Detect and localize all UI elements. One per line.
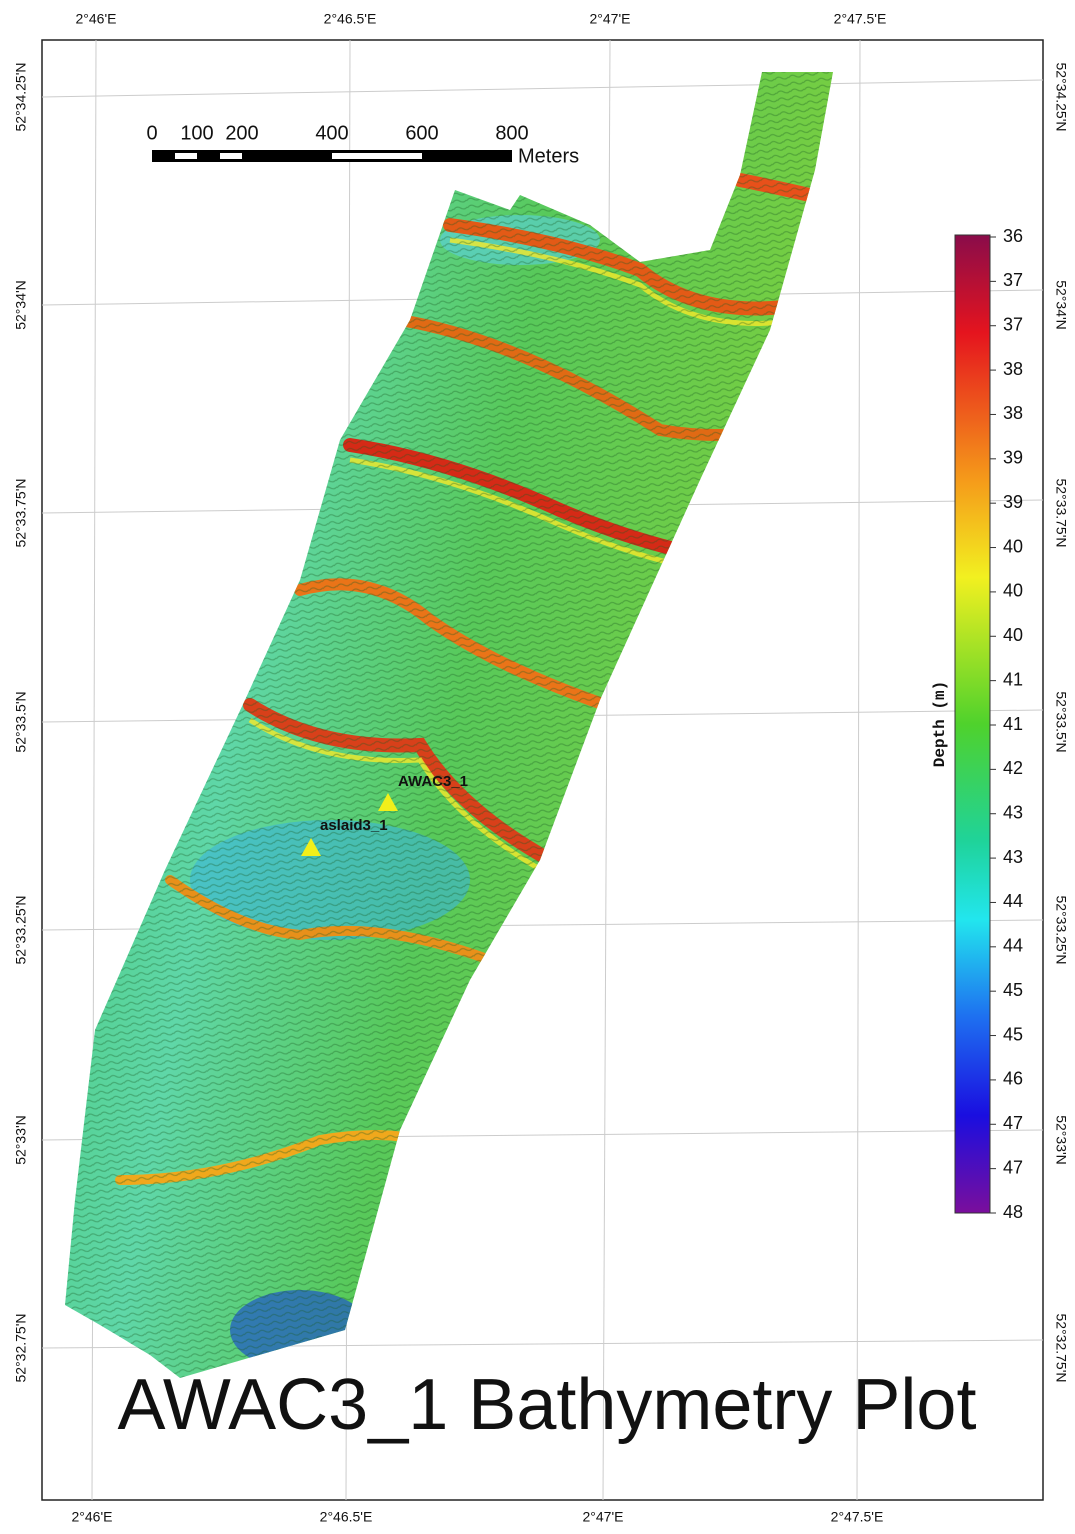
left-label: 52°33'N <box>13 1115 29 1165</box>
bottom-label: 2°47.5'E <box>831 1509 884 1525</box>
right-label: 52°33.75'N <box>1053 479 1069 548</box>
colorbar <box>954 234 991 1214</box>
scale-label: 0 <box>146 122 157 144</box>
scale-label: 400 <box>315 122 348 144</box>
colorbar-label: 44 <box>1003 936 1023 956</box>
colorbar-label: 46 <box>1003 1069 1023 1089</box>
scale-label: 100 <box>180 122 213 144</box>
bottom-label: 2°46.5'E <box>320 1509 373 1525</box>
station-label: aslaid3_1 <box>320 817 388 834</box>
bottom-label: 2°47'E <box>583 1509 624 1525</box>
scale-label: 200 <box>225 122 258 144</box>
colorbar-label: 40 <box>1003 581 1023 601</box>
colorbar-label: 37 <box>1003 314 1023 334</box>
left-label: 52°33.5'N <box>13 691 29 752</box>
map-title: AWAC3_1 Bathymetry Plot <box>118 1365 977 1445</box>
station-label: AWAC3_1 <box>398 773 468 790</box>
right-label: 52°34'N <box>1053 280 1069 330</box>
colorbar-label: 41 <box>1003 669 1023 689</box>
colorbar-label: 38 <box>1003 403 1023 423</box>
colorbar-label: 36 <box>1003 226 1023 246</box>
colorbar-label: 44 <box>1003 891 1023 911</box>
colorbar-label: 40 <box>1003 625 1023 645</box>
colorbar-label: 41 <box>1003 714 1023 734</box>
top-label: 2°46'E <box>76 11 117 27</box>
stations: AWAC3_1 aslaid3_1 <box>301 773 468 856</box>
left-label: 52°34.25'N <box>13 63 29 132</box>
bathymetry-surface <box>65 72 833 1378</box>
colorbar-label: 38 <box>1003 359 1023 379</box>
right-label: 52°32.75'N <box>1053 1314 1069 1383</box>
colorbar-label: 42 <box>1003 758 1023 778</box>
left-label: 52°32.75'N <box>13 1314 29 1383</box>
colorbar-title: Depth (m) <box>931 681 949 767</box>
scale-unit: Meters <box>518 145 579 167</box>
right-label: 52°33'N <box>1053 1115 1069 1165</box>
colorbar-label: 47 <box>1003 1157 1023 1177</box>
colorbar-label: 43 <box>1003 802 1023 822</box>
station-marker <box>378 793 398 811</box>
top-label: 2°46.5'E <box>324 11 377 27</box>
colorbar-label: 39 <box>1003 492 1023 512</box>
colorbar-label: 45 <box>1003 980 1023 1000</box>
right-label: 52°33.5'N <box>1053 691 1069 752</box>
right-label: 52°34.25'N <box>1053 63 1069 132</box>
scale-label: 600 <box>405 122 438 144</box>
scale-label: 800 <box>495 122 528 144</box>
colorbar-label: 47 <box>1003 1113 1023 1133</box>
colorbar-label: 39 <box>1003 448 1023 468</box>
top-label: 2°47'E <box>590 11 631 27</box>
scale-bar <box>152 150 512 162</box>
colorbar-label: 45 <box>1003 1024 1023 1044</box>
left-label: 52°34'N <box>13 280 29 330</box>
station-marker <box>301 838 321 856</box>
colorbar-label: 37 <box>1003 270 1023 290</box>
left-label: 52°33.75'N <box>13 479 29 548</box>
top-label: 2°47.5'E <box>834 11 887 27</box>
left-label: 52°33.25'N <box>13 896 29 965</box>
colorbar-label: 48 <box>1003 1202 1023 1222</box>
map-frame <box>41 39 1044 1501</box>
colorbar-label: 40 <box>1003 536 1023 556</box>
bottom-label: 2°46'E <box>72 1509 113 1525</box>
right-label: 52°33.25'N <box>1053 896 1069 965</box>
colorbar-label: 43 <box>1003 847 1023 867</box>
